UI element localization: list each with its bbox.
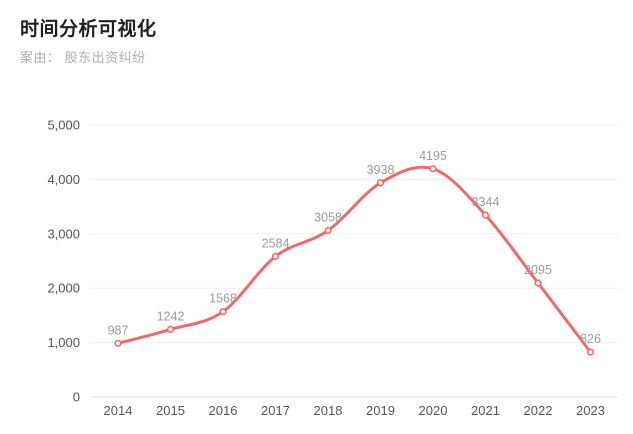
y-axis-tick-label: 2,000 (47, 281, 80, 296)
data-point-marker (429, 165, 437, 173)
data-point-label: 2095 (524, 263, 552, 277)
y-axis-tick-label: 5,000 (47, 118, 80, 133)
x-axis-tick-label: 2016 (209, 403, 238, 418)
data-point-label: 3344 (472, 195, 500, 209)
data-point-label: 3938 (367, 163, 395, 177)
data-point-label: 2584 (262, 236, 290, 250)
y-axis-tick-label: 1,000 (47, 335, 80, 350)
data-point-marker (114, 339, 122, 347)
chart-subtitle: 案由： 股东出资纠纷 (20, 50, 146, 65)
data-point-marker (219, 308, 227, 316)
y-axis-tick-label: 0 (73, 390, 80, 405)
data-point-label: 1568 (209, 292, 237, 306)
data-point-marker (376, 179, 385, 187)
data-point-label: 826 (580, 332, 601, 346)
x-axis-tick-label: 2021 (471, 403, 500, 418)
x-axis-tick-label: 2018 (314, 403, 343, 418)
x-axis-tick-label: 2014 (104, 403, 133, 418)
x-axis-tick-label: 2015 (156, 403, 185, 418)
x-axis-tick-label: 2023 (576, 403, 605, 418)
data-point-marker (586, 348, 595, 356)
x-axis-tick-label: 2019 (366, 403, 395, 418)
data-point-label: 1242 (157, 309, 185, 323)
x-axis-tick-label: 2020 (419, 403, 448, 418)
data-point-label: 987 (108, 323, 129, 337)
x-axis-tick-label: 2017 (261, 403, 290, 418)
y-axis-tick-label: 3,000 (47, 226, 80, 241)
data-point-marker (481, 211, 490, 219)
page-title: 时间分析可视化 (20, 19, 157, 40)
data-point-label: 4195 (419, 149, 447, 163)
y-axis-tick-label: 4,000 (47, 172, 80, 187)
data-point-marker (324, 227, 332, 235)
data-point-marker (534, 279, 542, 287)
series-line (116, 165, 592, 354)
data-point-label: 3058 (314, 211, 342, 225)
data-point-marker (166, 325, 175, 334)
data-point-marker (271, 252, 280, 260)
x-axis-tick-label: 2022 (524, 403, 553, 418)
